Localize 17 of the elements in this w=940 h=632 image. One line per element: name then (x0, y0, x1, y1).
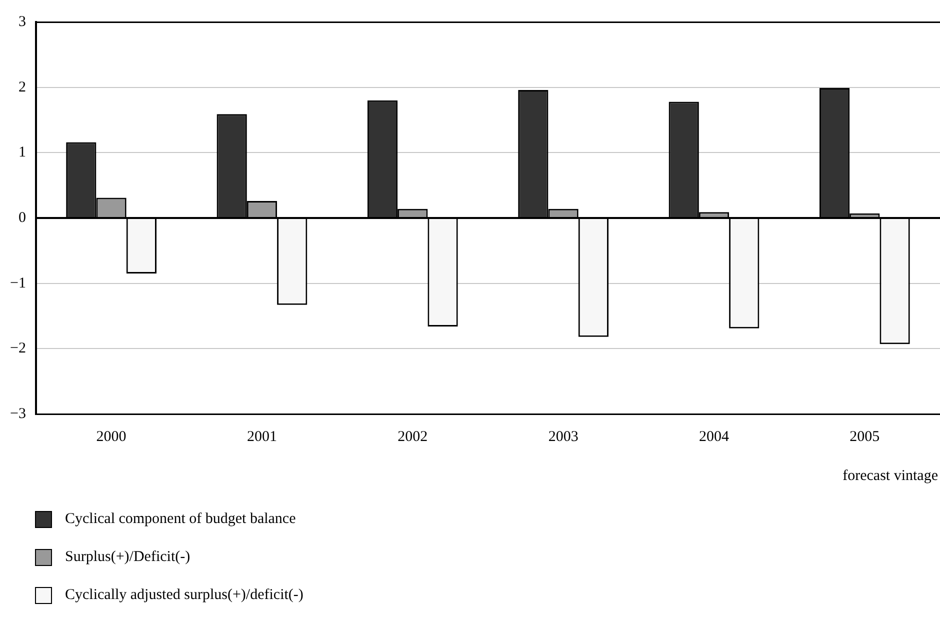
legend-label: Cyclical component of budget balance (65, 510, 296, 527)
x-tick-label: 2003 (548, 428, 578, 445)
x-tick-label: 2001 (246, 428, 277, 445)
y-tick-label: 2 (18, 79, 26, 96)
y-tick-label: −3 (10, 406, 26, 422)
legend-label: Cyclically adjusted surplus(+)/deficit(-) (65, 586, 304, 603)
y-tick-label: −1 (10, 275, 26, 292)
x-tick-label: 2000 (96, 428, 126, 445)
y-tick-label: −2 (10, 340, 26, 357)
y-tick-label: 3 (18, 14, 26, 30)
legend-label: Surplus(+)/Deficit(-) (65, 548, 190, 565)
x-axis-title: forecast vintage (842, 468, 938, 485)
y-tick-label: 0 (18, 210, 26, 226)
x-tick-label: 2002 (398, 428, 428, 445)
x-tick-label: 2004 (698, 428, 730, 445)
y-tick-label: 1 (18, 144, 26, 161)
x-tick-label: 2005 (850, 428, 880, 445)
